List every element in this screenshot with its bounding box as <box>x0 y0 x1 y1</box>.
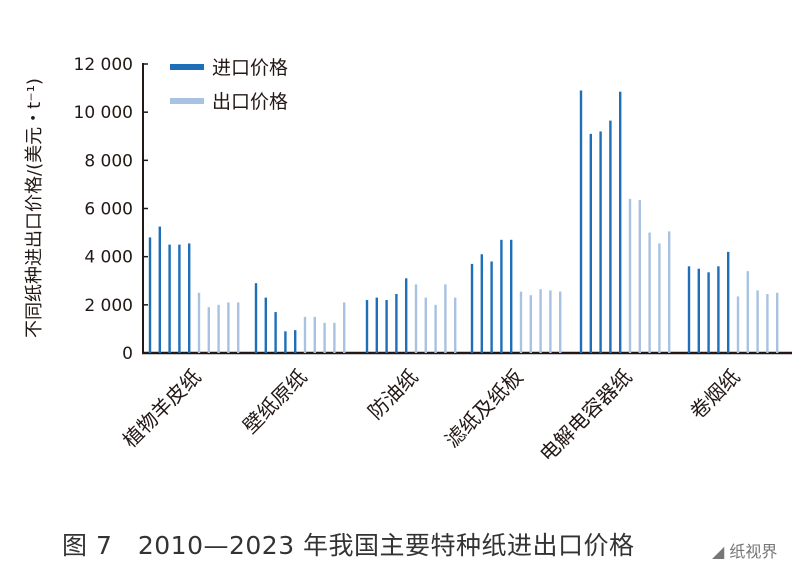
watermark-logo: ◢ 纸视界 <box>712 542 778 561</box>
export-price-bar <box>648 232 651 353</box>
export-price-bar <box>333 322 336 353</box>
legend-label: 进口价格 <box>212 57 288 79</box>
export-price-bar <box>776 292 779 353</box>
import-price-bar <box>395 293 398 353</box>
export-price-bar <box>434 304 437 353</box>
export-price-bar <box>519 291 523 353</box>
export-price-bar <box>756 290 759 353</box>
import-price-bar <box>579 90 583 353</box>
figure-caption: 图 7 2010—2023 年我国主要特种纸进出口价格 <box>62 531 635 560</box>
import-price-bar <box>687 266 691 353</box>
import-price-bar <box>697 268 700 353</box>
y-tick-label: 12 000 <box>74 55 133 75</box>
chart-svg: 0 2 000 4 000 6 000 8 000 10 000 12 000 不同纸种进出口… <box>24 55 792 467</box>
y-tick-label: 4 000 <box>84 248 133 268</box>
export-price-bar <box>638 200 641 353</box>
export-price-bar <box>766 293 769 353</box>
import-price-bar <box>254 283 258 353</box>
export-price-bar <box>343 302 346 353</box>
import-price-bar <box>178 244 181 353</box>
import-price-bar <box>385 300 388 353</box>
import-price-bar <box>599 131 602 353</box>
import-price-bar <box>619 91 622 353</box>
category-label: 卷烟纸 <box>685 365 744 424</box>
category-label: 滤纸及纸板 <box>440 365 528 453</box>
export-price-bar <box>197 292 201 353</box>
export-price-bar <box>549 290 552 353</box>
import-price-bar <box>365 300 369 353</box>
legend-label: 出口价格 <box>212 91 288 113</box>
y-tick-label: 10 000 <box>74 103 133 123</box>
category-label: 电解电容器纸 <box>535 365 637 467</box>
export-price-bar <box>668 231 671 353</box>
export-price-bar <box>227 302 230 353</box>
import-price-bar <box>727 251 730 353</box>
import-price-bar <box>490 261 493 353</box>
y-tick-label: 2 000 <box>84 296 133 316</box>
y-tick-label: 6 000 <box>84 200 133 220</box>
import-price-bar <box>510 239 513 353</box>
export-price-bar <box>736 296 740 353</box>
import-price-bar <box>148 237 152 353</box>
import-price-bar <box>294 330 297 353</box>
export-price-bar <box>746 271 749 353</box>
export-price-bar <box>414 284 418 353</box>
export-price-bar <box>237 302 240 353</box>
import-price-bar <box>480 254 483 353</box>
import-price-bar <box>405 278 408 353</box>
import-price-bar <box>284 331 287 353</box>
y-tick-label: 0 <box>122 344 133 364</box>
y-tick-label: 8 000 <box>84 151 133 171</box>
export-price-bar <box>313 316 316 353</box>
legend-swatch <box>170 98 204 104</box>
import-price-bar <box>375 297 378 353</box>
import-price-bar <box>188 243 191 353</box>
import-price-bar <box>264 297 267 353</box>
export-price-bar <box>444 284 447 353</box>
category-label: 防油纸 <box>363 365 422 424</box>
export-price-bar <box>559 291 562 353</box>
legend-swatch <box>170 64 204 70</box>
import-price-bar <box>717 266 720 353</box>
import-price-bar <box>274 312 277 353</box>
export-price-bar <box>539 289 542 353</box>
import-price-bar <box>707 272 710 353</box>
import-price-bar <box>470 263 474 353</box>
export-price-bar <box>323 322 326 353</box>
import-price-bar <box>500 239 503 353</box>
import-price-bar <box>168 244 171 353</box>
export-price-bar <box>529 295 532 353</box>
export-price-bar <box>303 316 307 353</box>
export-price-bar <box>207 307 210 353</box>
category-label: 植物羊皮纸 <box>118 365 206 453</box>
export-price-bar <box>628 198 632 353</box>
import-price-bar <box>589 133 592 353</box>
export-price-bar <box>217 304 220 353</box>
import-price-bar <box>158 226 161 353</box>
y-axis-label: 不同纸种进出口价格/(美元・t⁻¹) <box>24 78 45 338</box>
export-price-bar <box>424 297 427 353</box>
export-price-bar <box>658 243 661 353</box>
category-label: 壁纸原纸 <box>238 365 312 439</box>
import-price-bar <box>609 120 612 354</box>
export-price-bar <box>454 297 457 353</box>
